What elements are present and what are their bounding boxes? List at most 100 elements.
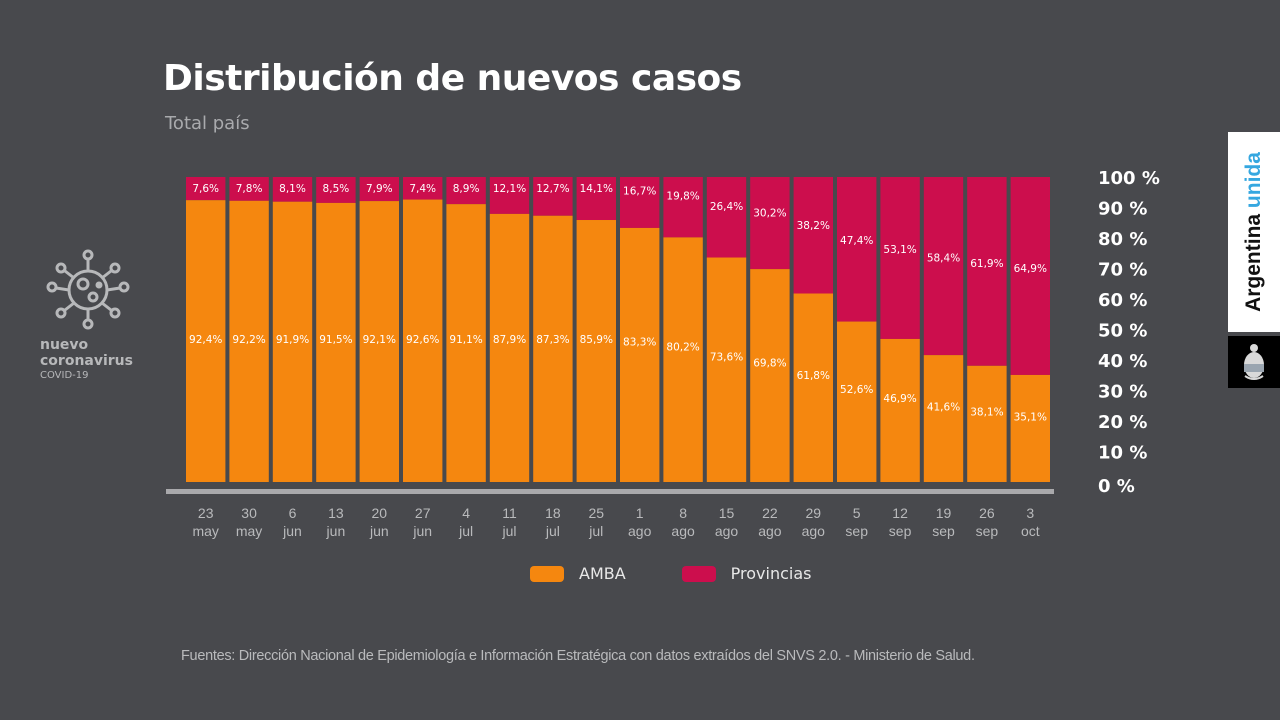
- y-tick-label: 40 %: [1098, 351, 1147, 372]
- legend-label-amba: AMBA: [579, 564, 626, 583]
- x-tick-month: ago: [802, 523, 826, 539]
- logo-line-3: COVID-19: [40, 370, 89, 381]
- x-tick-day: 1: [636, 505, 644, 521]
- x-tick-month: jun: [282, 523, 302, 539]
- data-label-provincias: 12,1%: [493, 183, 526, 195]
- x-tick-month: jul: [588, 523, 603, 539]
- x-tick-day: 30: [241, 505, 257, 521]
- bar-amba: [186, 200, 226, 482]
- brand-text-main: Argentina: [1242, 213, 1265, 312]
- bar-amba: [576, 220, 616, 482]
- y-tick-label: 100 %: [1098, 168, 1160, 189]
- data-label-amba: 41,6%: [927, 401, 960, 413]
- brand-text: Argentina unida: [1242, 152, 1266, 312]
- data-label-amba: 92,6%: [406, 334, 439, 346]
- data-label-provincias: 8,1%: [279, 183, 306, 195]
- x-tick-day: 25: [589, 505, 605, 521]
- x-tick-month: ago: [715, 523, 739, 539]
- x-tick-month: jul: [501, 523, 516, 539]
- data-label-provincias: 26,4%: [710, 201, 743, 213]
- data-label-provincias: 7,8%: [236, 183, 263, 195]
- y-tick-label: 60 %: [1098, 290, 1147, 311]
- data-label-provincias: 12,7%: [536, 183, 569, 195]
- data-label-provincias: 8,5%: [323, 183, 350, 195]
- data-label-amba: 92,4%: [189, 334, 222, 346]
- bars-group: [186, 177, 1050, 483]
- data-label-provincias: 58,4%: [927, 252, 960, 264]
- bar-provincias: [620, 177, 660, 228]
- x-axis-baseline: [166, 489, 1054, 494]
- x-tick-month: may: [236, 523, 262, 539]
- data-label-amba: 92,2%: [232, 334, 265, 346]
- data-label-provincias: 38,2%: [797, 220, 830, 232]
- x-tick-day: 3: [1026, 505, 1034, 521]
- data-label-provincias: 14,1%: [580, 183, 613, 195]
- bar-provincias: [446, 177, 486, 205]
- bar-amba: [446, 204, 486, 482]
- x-tick-day: 23: [198, 505, 214, 521]
- bar-amba: [1010, 374, 1050, 482]
- y-tick-label: 80 %: [1098, 229, 1147, 250]
- x-tick-day: 27: [415, 505, 431, 521]
- bar-provincias: [706, 177, 747, 258]
- bar-amba: [272, 201, 313, 482]
- bar-amba: [837, 321, 877, 482]
- x-tick-day: 15: [719, 505, 735, 521]
- data-label-amba: 87,3%: [536, 334, 569, 346]
- legend-swatch-provincias: [681, 565, 716, 582]
- x-tick-day: 29: [806, 505, 822, 521]
- data-label-amba: 83,3%: [623, 337, 656, 349]
- coat-of-arms-icon: [1228, 336, 1280, 388]
- chart-subtitle: Total país: [165, 113, 250, 134]
- y-tick-label: 90 %: [1098, 199, 1147, 220]
- x-tick-day: 5: [853, 505, 861, 521]
- bar-amba: [316, 202, 356, 483]
- data-label-amba: 80,2%: [666, 341, 699, 353]
- data-label-provincias: 19,8%: [666, 191, 699, 203]
- x-tick-month: sep: [845, 523, 868, 539]
- y-tick-label: 10 %: [1098, 443, 1147, 464]
- x-tick-month: jul: [545, 523, 560, 539]
- chart-title: Distribución de nuevos casos: [163, 58, 742, 99]
- bar-provincias: [923, 177, 964, 356]
- data-label-provincias: 64,9%: [1014, 263, 1047, 275]
- bar-provincias: [186, 177, 226, 201]
- bar-provincias: [663, 177, 703, 238]
- bar-provincias: [576, 177, 616, 221]
- bar-provincias: [750, 177, 790, 270]
- bar-amba: [533, 215, 573, 483]
- x-tick-day: 22: [762, 505, 778, 521]
- x-tick-month: jun: [412, 523, 432, 539]
- bar-provincias: [880, 177, 920, 339]
- y-tick-label: 30 %: [1098, 382, 1147, 403]
- x-tick-month: sep: [932, 523, 955, 539]
- x-tick-month: ago: [671, 523, 695, 539]
- x-tick-day: 11: [502, 505, 517, 521]
- bar-amba: [967, 365, 1007, 482]
- data-label-amba: 91,1%: [449, 334, 482, 346]
- x-tick-day: 26: [979, 505, 995, 521]
- logo-line-2: coronavirus: [40, 353, 133, 369]
- bar-amba: [359, 201, 399, 482]
- data-label-amba: 46,9%: [883, 393, 916, 405]
- x-tick-month: ago: [758, 523, 782, 539]
- bar-provincias: [793, 177, 833, 294]
- source-note: Fuentes: Dirección Nacional de Epidemiol…: [181, 648, 975, 664]
- x-tick-day: 8: [679, 505, 687, 521]
- bar-amba: [489, 213, 530, 482]
- logo-line-1: nuevo: [40, 337, 89, 353]
- x-tick-day: 19: [936, 505, 952, 521]
- data-label-amba: 87,9%: [493, 334, 526, 346]
- y-tick-labels: 100 % 90 % 80 % 70 % 60 % 50 % 40 % 30 % 20 % 10 …: [1098, 168, 1160, 497]
- data-label-amba: 69,8%: [753, 358, 786, 370]
- data-label-provincias: 47,4%: [840, 235, 873, 247]
- data-label-amba: 52,6%: [840, 384, 873, 396]
- legend-item-amba: AMBA: [530, 564, 626, 583]
- bar-provincias: [316, 177, 356, 203]
- bar-amba: [229, 200, 269, 483]
- data-label-provincias: 53,1%: [883, 244, 916, 256]
- x-tick-day: 4: [462, 505, 470, 521]
- data-label-provincias: 8,9%: [453, 183, 480, 195]
- data-label-amba: 85,9%: [580, 334, 613, 346]
- bar-provincias: [229, 177, 269, 201]
